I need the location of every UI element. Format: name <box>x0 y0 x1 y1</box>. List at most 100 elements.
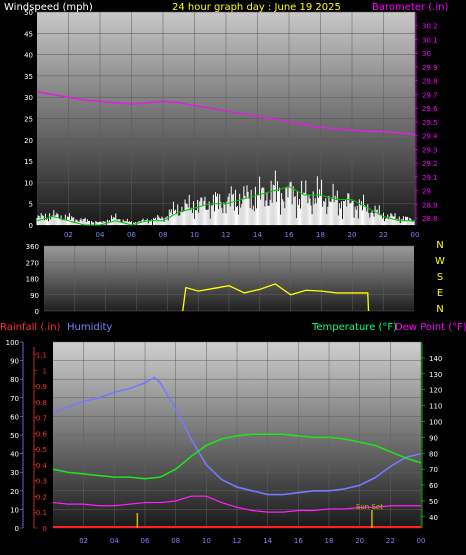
grid-humidity <box>53 341 422 529</box>
y-tick-label: 35 <box>24 73 33 81</box>
direction-y-axis-ticks: 0 90 180 270 360 <box>26 243 39 316</box>
barometer-label: Barometer (.in) <box>372 2 448 13</box>
y-tick-label: 30 <box>24 94 33 102</box>
y-tick-label: 29.2 <box>422 160 438 168</box>
x-tick-label: 18 <box>325 537 334 545</box>
y-tick-label: 10 <box>10 506 19 514</box>
rainfall-y-axis-ticks: 0 0.1 0.2 0.3 0.4 0.5 0.6 0.7 0.8 0.9 1 1.1 <box>33 346 48 533</box>
y-tick-label: 90 <box>429 434 438 442</box>
y-tick-label: 30 <box>422 50 431 58</box>
y-tick-label: 70 <box>10 395 19 403</box>
dewpoint-line <box>52 495 421 513</box>
humidity-label: Humidity <box>67 322 112 333</box>
y-tick-label: 120 <box>429 387 442 395</box>
date-label: 24 hour graph day : June 19 2025 <box>172 2 341 13</box>
y-tick-label: 60 <box>429 482 438 490</box>
barometer-y-axis-ticks: 28.8 28.9 29 29.1 29.2 29.3 29.4 29.5 29.6 29.7 29… <box>415 12 438 225</box>
x-tick-label: 12 <box>222 231 231 239</box>
temperature-line <box>52 433 422 480</box>
x-tick-label: 10 <box>190 231 199 239</box>
x-axis-ticks-top: 02 04 06 08 10 12 14 16 18 20 22 00 <box>64 231 419 239</box>
y-tick-label: 40 <box>429 514 438 522</box>
wind-label: Windspeed (mph) <box>4 2 93 13</box>
y-tick-label: 29.6 <box>422 105 438 113</box>
x-tick-label: 20 <box>348 231 357 239</box>
y-tick-label: 0.3 <box>36 478 47 486</box>
y-tick-label: 60 <box>10 413 19 421</box>
y-tick-label: 180 <box>26 276 39 284</box>
x-tick-label: 04 <box>96 231 105 239</box>
compass-letter: E <box>437 288 443 299</box>
y-tick-label: 0 <box>43 525 47 533</box>
x-tick-label: 14 <box>263 537 272 545</box>
y-tick-label: 25 <box>24 116 33 124</box>
y-tick-label: 0 <box>15 525 19 533</box>
x-tick-label: 20 <box>355 537 364 545</box>
y-tick-label: 0.5 <box>36 446 47 454</box>
y-tick-label: 70 <box>429 466 438 474</box>
x-tick-label: 06 <box>141 537 150 545</box>
y-tick-label: 0.6 <box>36 430 48 438</box>
x-tick-label: 22 <box>379 231 388 239</box>
humidity-line <box>52 376 422 496</box>
x-tick-label: 00 <box>411 231 420 239</box>
grid-wind <box>37 11 416 226</box>
y-tick-label: 100 <box>6 339 19 347</box>
y-tick-label: 1 <box>43 367 47 375</box>
y-tick-label: 29.1 <box>422 174 438 182</box>
humidity-y-axis-ticks: 0 10 20 30 40 50 60 70 80 90 100 <box>6 339 24 533</box>
y-tick-label: 29.3 <box>422 146 438 154</box>
y-tick-label: 50 <box>10 432 19 440</box>
y-tick-label: 29.8 <box>422 78 438 86</box>
wind-average-line <box>36 186 415 226</box>
y-tick-label: 30 <box>10 469 19 477</box>
y-tick-label: 0.4 <box>36 462 48 470</box>
y-tick-label: 0.8 <box>36 399 47 407</box>
compass-letter: W <box>435 256 445 267</box>
y-tick-label: 0 <box>35 308 39 316</box>
y-tick-label: 5 <box>29 201 33 209</box>
y-tick-label: 20 <box>10 488 19 496</box>
y-tick-label: 360 <box>26 243 39 251</box>
y-tick-label: 28.9 <box>422 201 438 209</box>
y-tick-label: 270 <box>26 259 39 267</box>
x-tick-label: 14 <box>253 231 262 239</box>
y-tick-label: 40 <box>24 52 33 60</box>
y-tick-label: 20 <box>24 137 33 145</box>
y-tick-label: 0.9 <box>36 383 47 391</box>
y-tick-label: 90 <box>30 292 39 300</box>
y-tick-label: 0 <box>29 222 33 230</box>
y-tick-label: 29 <box>422 188 431 196</box>
y-tick-label: 0.1 <box>36 509 47 517</box>
temperature-label: Temperature (°F) <box>311 322 397 333</box>
compass-letter: N <box>436 304 443 315</box>
sunset-label: Sun Set <box>356 503 383 511</box>
x-tick-label: 12 <box>233 537 242 545</box>
y-tick-label: 50 <box>24 9 33 17</box>
y-tick-label: 80 <box>10 376 19 384</box>
compass-letter: N <box>436 240 443 251</box>
y-tick-label: 0.7 <box>36 415 47 423</box>
y-tick-label: 110 <box>429 403 442 411</box>
x-tick-label: 06 <box>127 231 136 239</box>
x-tick-label: 22 <box>386 537 395 545</box>
x-tick-label: 02 <box>64 231 73 239</box>
dewpoint-label: Dew Point (°F) <box>395 322 466 333</box>
y-tick-label: 30.1 <box>422 36 438 44</box>
x-tick-label: 02 <box>79 537 88 545</box>
y-tick-label: 1.1 <box>36 352 47 360</box>
y-tick-label: 29.5 <box>422 119 438 127</box>
y-tick-label: 45 <box>24 30 33 38</box>
y-tick-label: 80 <box>429 450 438 458</box>
y-tick-label: 90 <box>10 358 19 366</box>
y-tick-label: 29.9 <box>422 64 438 72</box>
compass-letter: S <box>437 272 443 283</box>
y-tick-label: 130 <box>429 371 442 379</box>
y-tick-label: 40 <box>10 451 19 459</box>
y-tick-label: 28.8 <box>422 215 438 223</box>
